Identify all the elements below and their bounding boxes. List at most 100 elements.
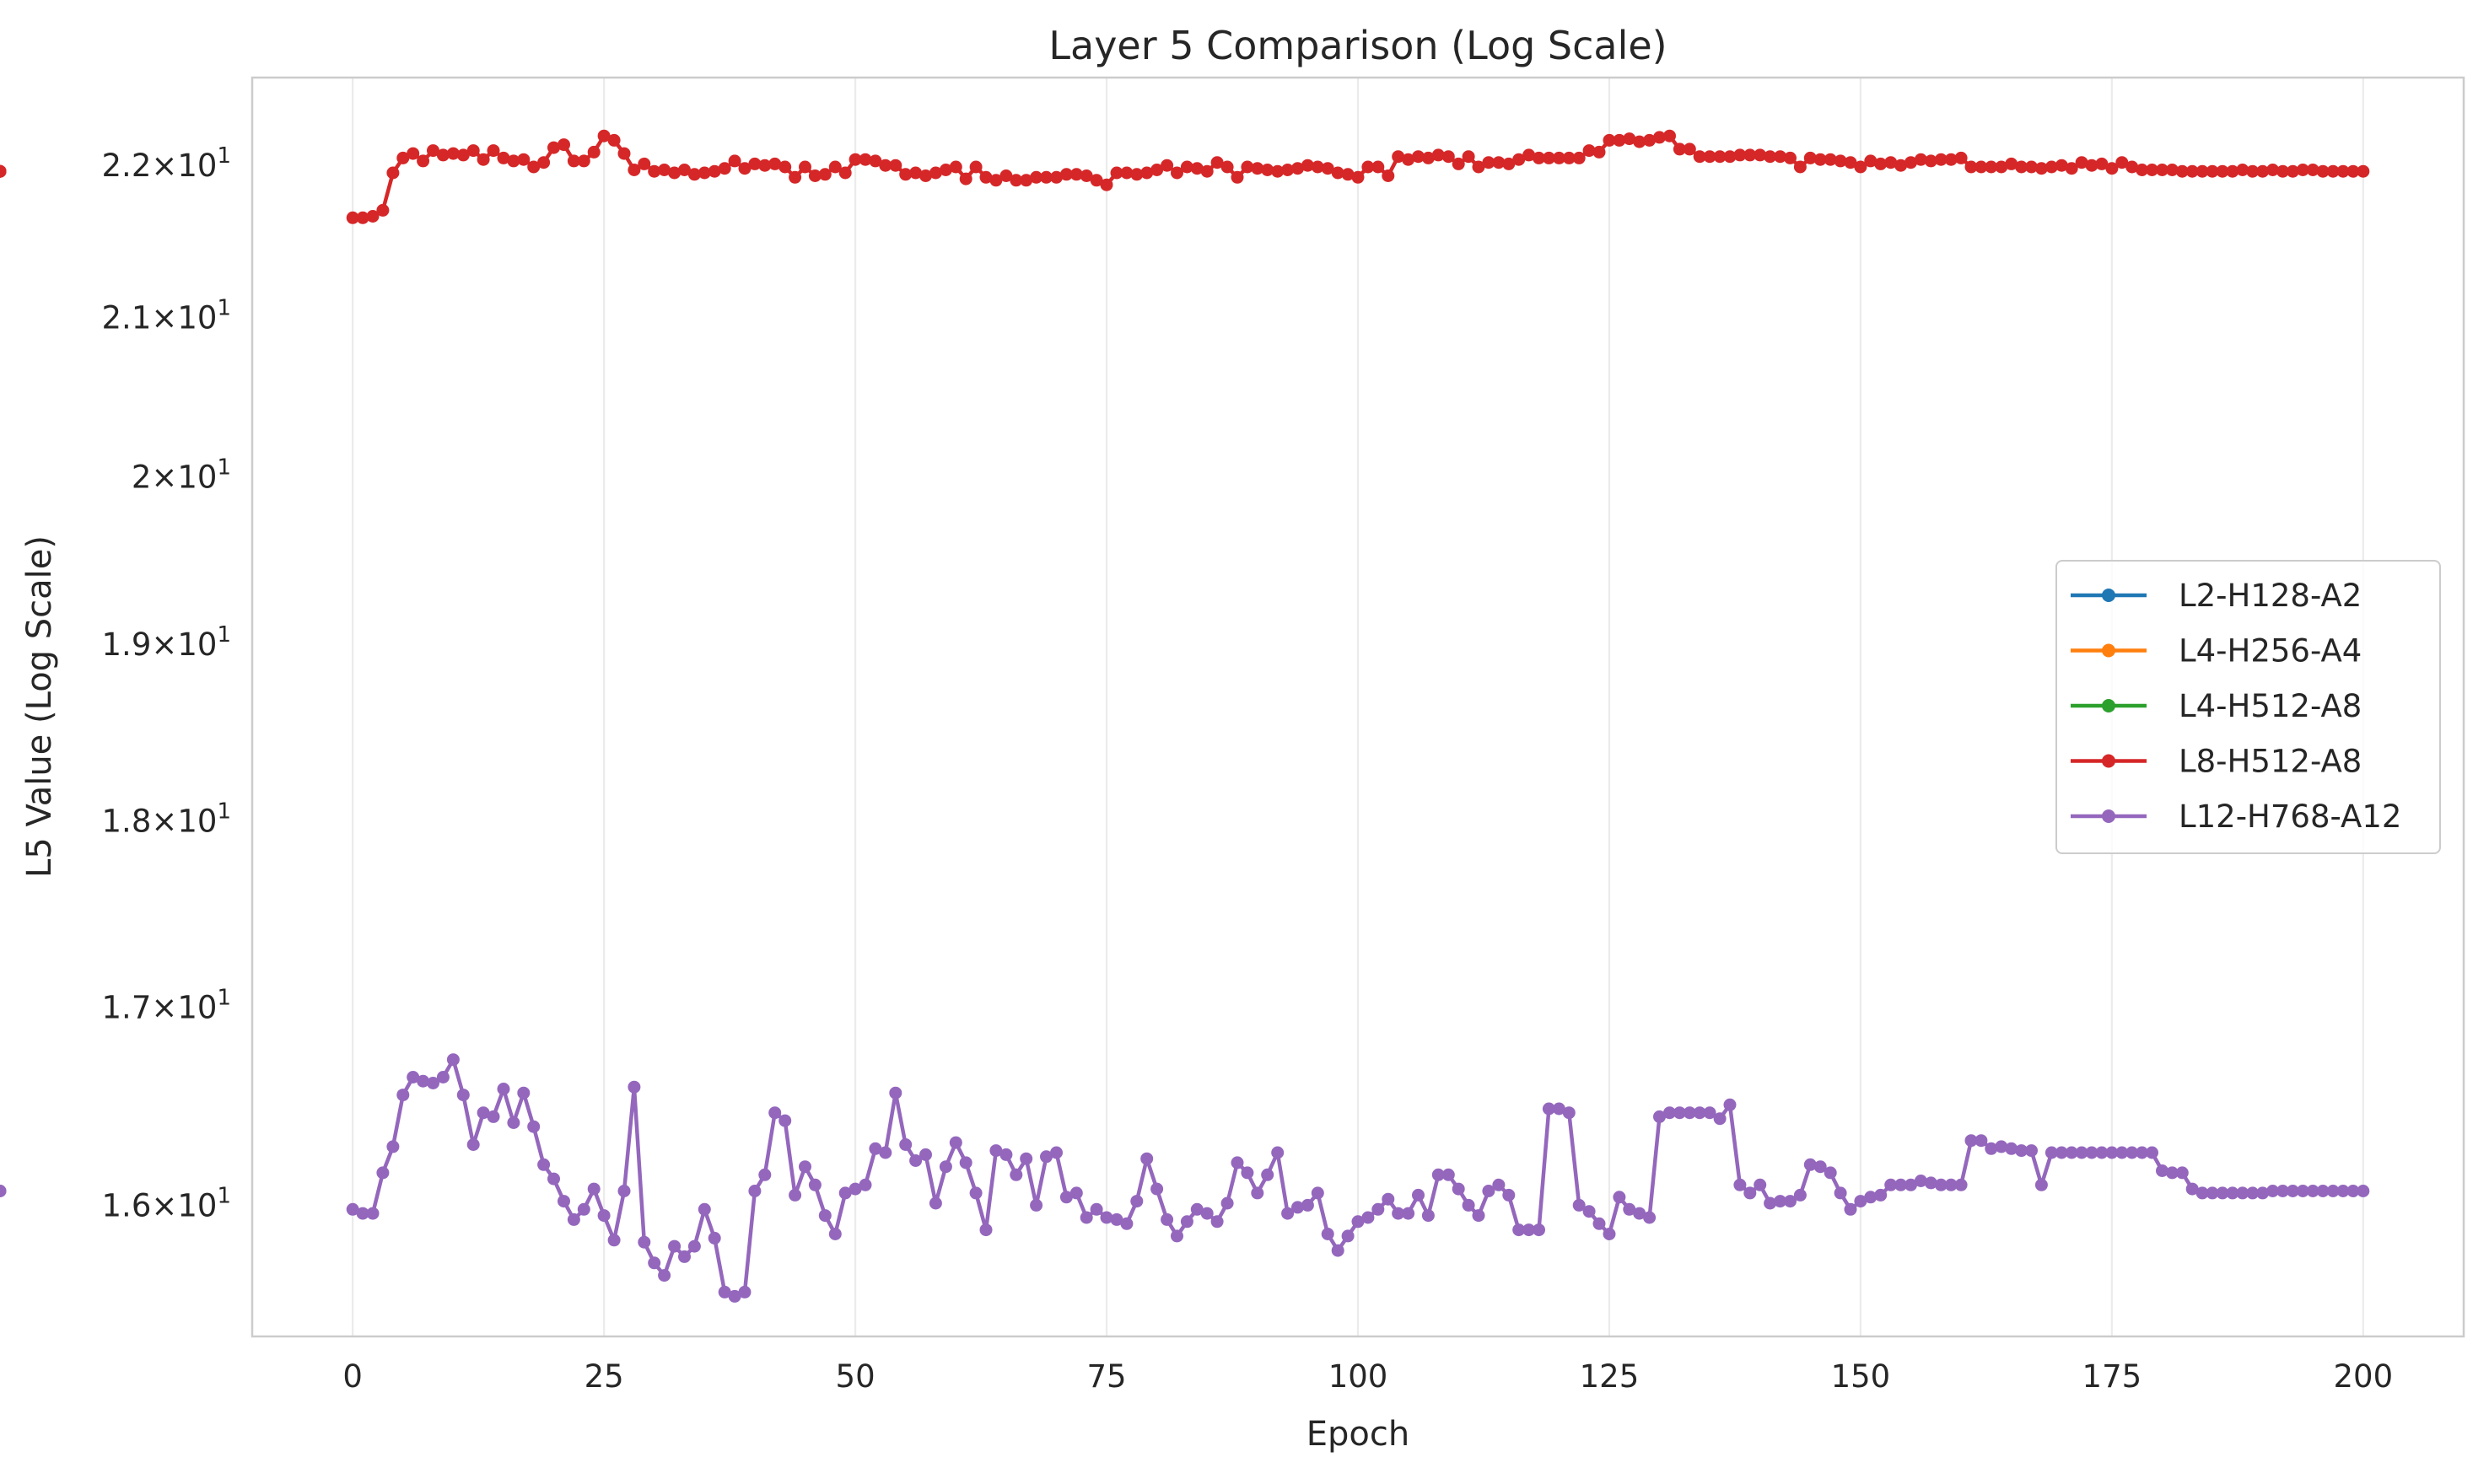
data-point bbox=[446, 147, 460, 160]
data-point bbox=[1361, 1211, 1375, 1224]
data-point bbox=[1291, 1201, 1304, 1214]
data-point bbox=[939, 164, 952, 176]
data-point bbox=[1412, 1188, 1425, 1202]
data-point bbox=[2075, 1146, 2088, 1159]
data-point bbox=[698, 1202, 711, 1216]
data-point bbox=[687, 1239, 701, 1253]
data-point bbox=[799, 1160, 811, 1174]
data-point bbox=[1231, 170, 1244, 184]
data-point bbox=[1110, 166, 1123, 180]
data-point bbox=[407, 1071, 420, 1083]
data-point bbox=[2065, 1146, 2078, 1159]
data-point bbox=[1140, 1152, 1154, 1165]
data-point bbox=[407, 147, 420, 160]
data-point bbox=[1572, 151, 1586, 164]
legend-label: L4-H512-A8 bbox=[2179, 688, 2362, 724]
data-point bbox=[1844, 156, 1857, 169]
data-point bbox=[2125, 160, 2139, 174]
data-point bbox=[547, 141, 560, 154]
data-point bbox=[2296, 1185, 2309, 1197]
data-point bbox=[2136, 1146, 2149, 1159]
data-point bbox=[1200, 164, 1214, 178]
data-point bbox=[859, 1178, 872, 1191]
data-point bbox=[778, 1114, 792, 1127]
data-point bbox=[1472, 1209, 1485, 1223]
data-point bbox=[799, 160, 811, 174]
data-point bbox=[1774, 1195, 1787, 1208]
data-point bbox=[1502, 157, 1516, 170]
data-point bbox=[1764, 150, 1777, 164]
data-point bbox=[2296, 164, 2309, 176]
data-point bbox=[738, 1285, 752, 1298]
data-point bbox=[2246, 1186, 2260, 1200]
data-point bbox=[1582, 144, 1596, 158]
data-point bbox=[2256, 164, 2270, 178]
data-point bbox=[1603, 1228, 1616, 1240]
data-point bbox=[1200, 1207, 1214, 1220]
data-point bbox=[1421, 1209, 1435, 1223]
data-point bbox=[768, 157, 782, 170]
data-point bbox=[1854, 1195, 1867, 1208]
data-point bbox=[1673, 1106, 1686, 1120]
data-point bbox=[1703, 150, 1716, 164]
data-point bbox=[1522, 148, 1536, 162]
data-point bbox=[2136, 164, 2149, 176]
data-point bbox=[1351, 1215, 1365, 1229]
data-point bbox=[597, 1209, 611, 1223]
data-point bbox=[507, 154, 520, 168]
data-point bbox=[1703, 1106, 1716, 1120]
legend-entry: L4-H256-A4 bbox=[2071, 633, 2362, 669]
data-point bbox=[1421, 151, 1435, 164]
data-point bbox=[1683, 1106, 1696, 1120]
data-point bbox=[1803, 1158, 1817, 1171]
data-point bbox=[919, 169, 932, 182]
data-point bbox=[1954, 1178, 1968, 1191]
data-point bbox=[1050, 170, 1063, 184]
data-point bbox=[1180, 1215, 1193, 1229]
data-point bbox=[1030, 170, 1043, 184]
data-point bbox=[1010, 174, 1023, 187]
data-point bbox=[2025, 160, 2038, 174]
data-point bbox=[1582, 1205, 1596, 1218]
series-layer bbox=[0, 129, 2370, 1303]
data-point bbox=[507, 1116, 520, 1129]
data-point bbox=[1813, 153, 1827, 166]
data-point bbox=[1844, 1202, 1857, 1216]
data-point bbox=[748, 1185, 762, 1197]
data-point bbox=[1321, 1228, 1334, 1240]
data-point bbox=[1431, 148, 1445, 162]
data-point bbox=[1441, 1168, 1455, 1181]
data-point bbox=[1623, 132, 1636, 146]
data-point bbox=[1492, 156, 1506, 169]
data-point bbox=[1321, 162, 1334, 175]
data-point bbox=[2195, 164, 2209, 178]
data-point bbox=[1492, 1178, 1506, 1191]
data-point bbox=[1331, 166, 1344, 180]
data-point bbox=[999, 1148, 1013, 1161]
data-point bbox=[758, 159, 772, 172]
data-point bbox=[718, 1285, 731, 1298]
data-point bbox=[417, 1074, 430, 1088]
data-point bbox=[2286, 164, 2299, 178]
data-point bbox=[1643, 133, 1657, 147]
data-point bbox=[346, 1202, 359, 1216]
data-point bbox=[1562, 1106, 1576, 1120]
data-point bbox=[1522, 1223, 1536, 1237]
data-point bbox=[668, 166, 682, 180]
legend-entry: L2-H128-A2 bbox=[2071, 578, 2362, 614]
data-point bbox=[1502, 1188, 1516, 1202]
data-point bbox=[2025, 1144, 2038, 1158]
data-point bbox=[1592, 145, 1606, 159]
data-point bbox=[2175, 1166, 2189, 1180]
data-point bbox=[969, 1186, 983, 1200]
data-point bbox=[1743, 1186, 1757, 1200]
data-point bbox=[567, 1212, 580, 1226]
data-point bbox=[1944, 1178, 1958, 1191]
series-L12-H768-A12 bbox=[0, 1053, 2370, 1303]
legend-entry: L4-H512-A8 bbox=[2071, 688, 2362, 724]
data-point bbox=[1412, 150, 1425, 164]
data-point bbox=[1261, 1168, 1274, 1181]
data-point bbox=[909, 1154, 923, 1167]
data-point bbox=[828, 1228, 842, 1240]
data-point bbox=[949, 1136, 962, 1149]
